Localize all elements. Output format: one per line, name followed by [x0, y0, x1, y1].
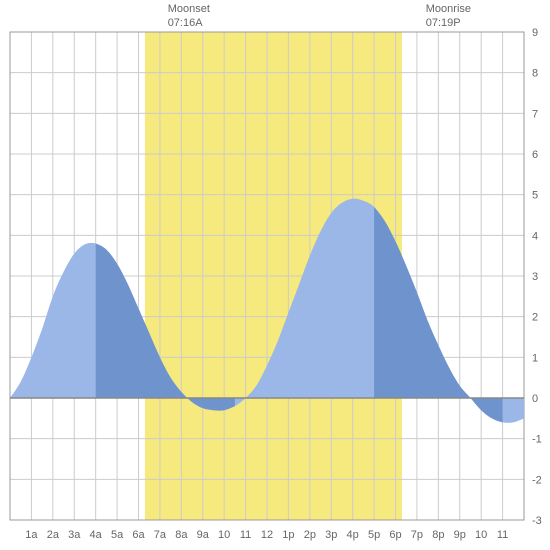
svg-text:1p: 1p — [282, 529, 294, 541]
svg-text:3p: 3p — [325, 529, 337, 541]
svg-text:4a: 4a — [90, 529, 103, 541]
svg-text:9p: 9p — [454, 529, 466, 541]
svg-text:5a: 5a — [111, 529, 124, 541]
svg-text:10: 10 — [475, 529, 487, 541]
svg-text:10: 10 — [218, 529, 230, 541]
svg-text:1: 1 — [532, 352, 538, 364]
svg-text:-1: -1 — [532, 434, 542, 446]
moonset-annotation: Moonset 07:16A — [168, 2, 210, 31]
svg-text:3a: 3a — [68, 529, 81, 541]
svg-text:4: 4 — [532, 230, 538, 242]
svg-text:9: 9 — [532, 27, 538, 39]
svg-text:7: 7 — [532, 108, 538, 120]
chart-svg: -3-2-101234567891a2a3a4a5a6a7a8a9a101112… — [0, 0, 550, 550]
svg-text:8a: 8a — [175, 529, 188, 541]
moonrise-annotation: Moonrise 07:19P — [426, 2, 471, 31]
svg-text:11: 11 — [497, 529, 508, 541]
svg-text:8: 8 — [532, 68, 538, 80]
moonrise-time: 07:19P — [426, 16, 471, 30]
svg-text:9a: 9a — [197, 529, 210, 541]
moonrise-title: Moonrise — [426, 2, 471, 16]
moonset-title: Moonset — [168, 2, 210, 16]
svg-text:-3: -3 — [532, 515, 542, 527]
svg-text:5p: 5p — [368, 529, 380, 541]
svg-text:7p: 7p — [411, 529, 423, 541]
svg-text:2p: 2p — [304, 529, 316, 541]
svg-text:6a: 6a — [132, 529, 145, 541]
svg-text:8p: 8p — [432, 529, 444, 541]
svg-text:6p: 6p — [389, 529, 401, 541]
svg-text:3: 3 — [532, 271, 538, 283]
svg-text:4p: 4p — [347, 529, 359, 541]
svg-text:7a: 7a — [154, 529, 167, 541]
svg-text:2a: 2a — [47, 529, 60, 541]
moonset-time: 07:16A — [168, 16, 210, 30]
svg-text:1a: 1a — [25, 529, 38, 541]
svg-text:0: 0 — [532, 393, 538, 405]
svg-text:6: 6 — [532, 149, 538, 161]
svg-text:11: 11 — [240, 529, 251, 541]
svg-text:12: 12 — [261, 529, 273, 541]
tide-chart: -3-2-101234567891a2a3a4a5a6a7a8a9a101112… — [0, 0, 550, 550]
svg-text:-2: -2 — [532, 474, 542, 486]
svg-text:2: 2 — [532, 312, 538, 324]
svg-text:5: 5 — [532, 190, 538, 202]
